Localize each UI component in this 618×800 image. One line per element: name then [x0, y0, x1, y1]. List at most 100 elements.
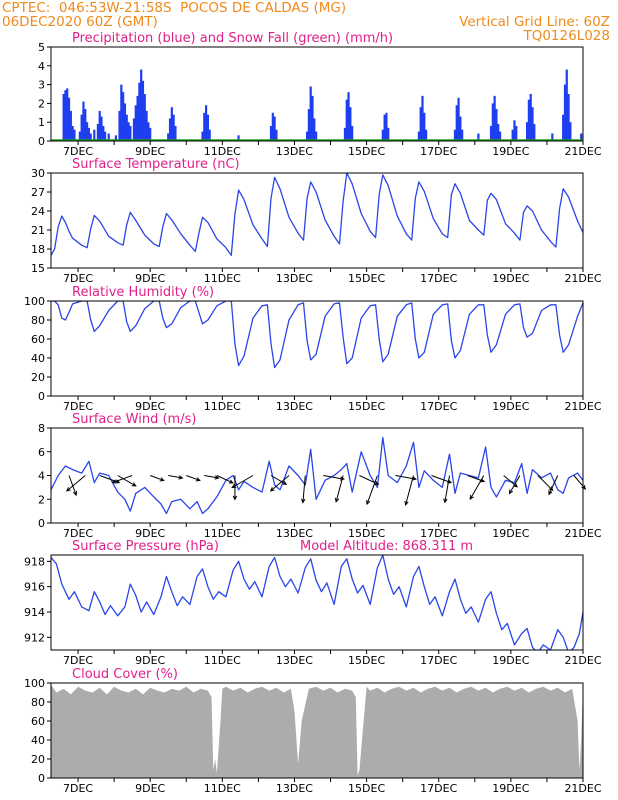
wind-arrow-head-15 [339, 476, 345, 481]
wind-arrow-12 [270, 475, 287, 485]
wind-xtick-label-2: 11DEC [204, 527, 241, 540]
precip-bar-30 [134, 105, 137, 141]
pressure-xtick-label-4: 15DEC [348, 654, 385, 667]
precip-bar-100 [580, 133, 583, 141]
precip-xtick-label-0: 7DEC [63, 145, 93, 158]
precip-bar-32 [138, 82, 141, 141]
wind-arrow-head-4 [111, 479, 117, 484]
temperature-ytick-label-1: 18 [31, 243, 45, 256]
precip-bar-92 [531, 107, 534, 141]
precip-bar-95 [562, 114, 565, 141]
precip-bar-82 [493, 95, 496, 141]
wind-arrow-head-16 [334, 497, 340, 503]
wind-arrow-28 [548, 475, 559, 495]
precip-bar-29 [132, 118, 136, 141]
precip-bar-74 [453, 129, 457, 141]
precip-ytick-label-1: 1 [38, 116, 45, 129]
humidity-ytick-label-5: 100 [24, 295, 45, 308]
wind-arrow-27 [537, 475, 553, 491]
precip-xtick-label-7: 21DEC [564, 145, 601, 158]
precip-bar-24 [122, 92, 125, 141]
humidity-xtick-label-0: 7DEC [63, 400, 93, 413]
temperature-xtick-label-5: 17DEC [420, 272, 457, 285]
wind-arrow-head-26 [508, 489, 514, 495]
header-run-time: 06DEC2020 60Z (GMT) [2, 14, 158, 30]
wind-arrow-5 [150, 475, 164, 481]
precip-bar-8 [80, 114, 83, 141]
precip-title: Precipitation (blue) and Snow Fall (gree… [72, 31, 393, 46]
precip-bar-15 [96, 124, 99, 141]
precip-ytick-label-0: 0 [38, 135, 45, 148]
cloud-ytick-label-3: 60 [31, 715, 45, 728]
precip-bar-17 [100, 116, 103, 141]
precip-bar-75 [455, 105, 458, 141]
wind-ytick-label-3: 6 [38, 446, 45, 459]
temperature-xtick-label-1: 9DEC [135, 272, 165, 285]
precip-bar-9 [82, 101, 85, 141]
wind-arrow-head-5 [159, 477, 165, 482]
precip-series [51, 69, 583, 141]
wind-xtick-label-1: 9DEC [135, 527, 165, 540]
temperature-series [51, 173, 583, 256]
precip-bar-79 [477, 133, 480, 141]
precip-xtick-label-3: 13DEC [276, 145, 313, 158]
precip-bar-52 [273, 116, 276, 141]
precip-bar-68 [387, 127, 390, 141]
precip-bar-45 [203, 112, 206, 141]
wind-arrow-head-14 [301, 498, 306, 504]
humidity-ytick-label-3: 60 [31, 333, 45, 346]
wind-arrow-head-11 [231, 483, 237, 489]
pressure-xtick-label-7: 21DEC [564, 654, 601, 667]
precip-bar-35 [143, 94, 146, 141]
temperature-xtick-label-7: 21DEC [564, 272, 601, 285]
precip-bar-93 [533, 124, 536, 141]
precip-bar-73 [425, 129, 428, 141]
wind-line [51, 436, 583, 515]
humidity-xtick-label-6: 19DEC [492, 400, 529, 413]
cloud-xtick-label-3: 13DEC [276, 782, 313, 795]
pressure-xtick-label-0: 7DEC [63, 654, 93, 667]
precip-bar-19 [104, 131, 107, 141]
precip-bar-72 [423, 112, 426, 141]
header-coordinates: 046:53W-21:58S [58, 0, 172, 16]
cloud-xtick-label-2: 11DEC [204, 782, 241, 795]
humidity-xtick-label-1: 9DEC [135, 400, 165, 413]
temperature-title: Surface Temperature (nC) [72, 157, 240, 172]
wind-arrow-head-13 [269, 487, 275, 492]
precip-bar-5 [71, 125, 74, 141]
precip-bar-43 [174, 125, 177, 141]
precip-bar-2 [66, 88, 69, 141]
precip-bar-99 [569, 122, 572, 141]
precip-bar-53 [275, 129, 278, 141]
pressure-ytick-label-1: 914 [24, 606, 45, 619]
precip-ytick-label-5: 5 [38, 41, 45, 54]
wind-arrow-16 [335, 475, 344, 502]
cloud-frame [50, 682, 584, 779]
humidity-title: Relative Humidity (%) [72, 285, 214, 300]
precip-bar-54 [305, 131, 309, 141]
precip-bar-77 [459, 116, 462, 141]
temperature-frame [50, 172, 584, 269]
precip-bar-56 [309, 86, 312, 141]
precip-ytick-label-2: 2 [38, 97, 45, 110]
precip-bar-71 [421, 95, 424, 141]
cloud-xtick-label-5: 17DEC [420, 782, 457, 795]
wind-ytick-label-4: 8 [38, 422, 45, 435]
wind-arrow-0 [68, 475, 77, 496]
precip-xtick-label-5: 17DEC [420, 145, 457, 158]
precip-bar-84 [497, 124, 500, 141]
precip-bar-11 [85, 122, 89, 141]
temperature-xtick-label-3: 13DEC [276, 272, 313, 285]
precip-bar-28 [129, 125, 132, 141]
wind-arrow-head-18 [366, 500, 371, 506]
precip-bar-46 [204, 105, 208, 141]
cloud-title: Cloud Cover (%) [72, 667, 178, 682]
precip-bar-13 [89, 133, 92, 141]
humidity-ytick-label-4: 80 [31, 314, 45, 327]
precip-bar-41 [170, 107, 173, 141]
wind-xtick-label-3: 13DEC [276, 527, 313, 540]
temperature-ytick-label-2: 21 [31, 224, 45, 237]
precip-bar-16 [98, 110, 101, 141]
precip-bar-0 [62, 94, 65, 141]
